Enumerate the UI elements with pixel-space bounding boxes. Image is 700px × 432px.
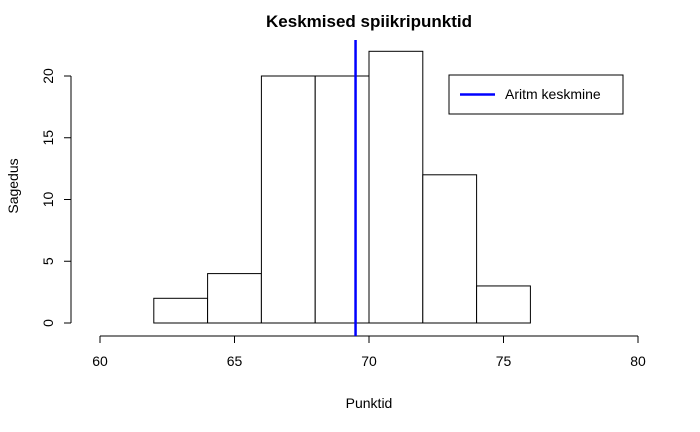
y-axis: 0 5 10 15 20: [40, 68, 72, 327]
x-axis: 60 65 70 75 80: [92, 335, 646, 369]
x-tick-label-75: 75: [496, 353, 512, 369]
histogram-bar-66-68: [260, 75, 316, 324]
x-axis-label: Punktid: [346, 395, 393, 411]
y-tick-label-5: 5: [40, 257, 56, 265]
legend-label: Aritm keskmine: [505, 86, 601, 102]
histogram-bar-68-70: [314, 75, 370, 324]
y-tick-label-15: 15: [40, 130, 56, 146]
histogram-bar-70-72: [368, 50, 424, 324]
histogram-bar-72-74: [422, 174, 478, 324]
histogram-bar-74-76: [476, 285, 531, 324]
y-axis-label: Sagedus: [5, 158, 21, 213]
x-tick-label-70: 70: [361, 353, 377, 369]
histogram-bars: [153, 50, 531, 324]
y-tick-label-10: 10: [40, 192, 56, 208]
x-tick-label-65: 65: [227, 353, 243, 369]
x-tick-label-60: 60: [92, 353, 108, 369]
y-tick-label-20: 20: [40, 68, 56, 84]
chart-title: Keskmised spiikripunktid: [266, 12, 472, 31]
x-tick-label-80: 80: [630, 353, 646, 369]
y-tick-label-0: 0: [40, 319, 56, 327]
legend: Aritm keskmine: [448, 74, 624, 115]
histogram-bar-64-66: [207, 273, 262, 324]
histogram-bar-62-64: [153, 297, 209, 324]
